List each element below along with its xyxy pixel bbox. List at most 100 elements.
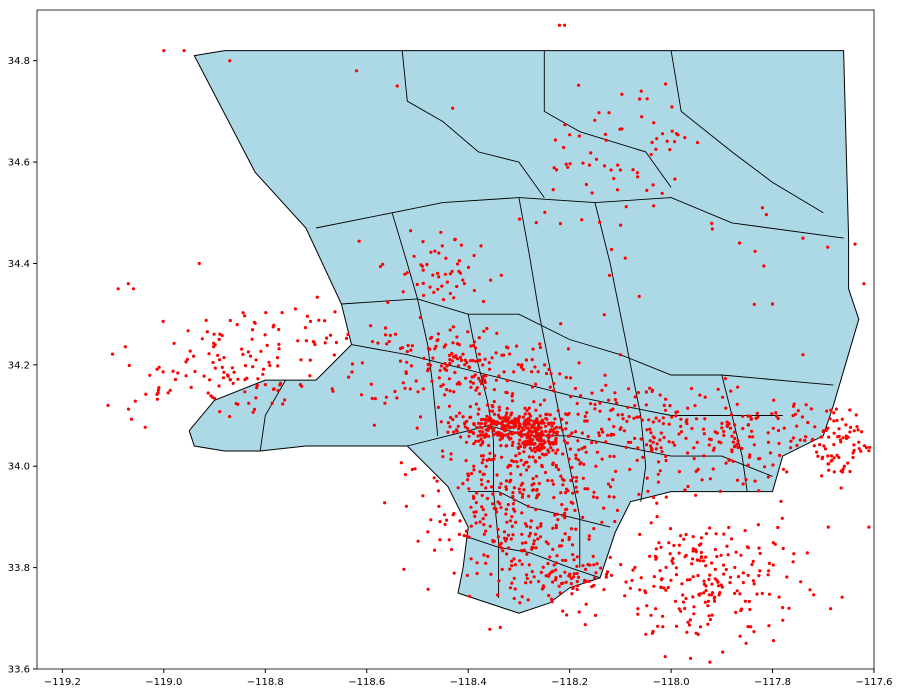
data-point xyxy=(534,474,539,478)
data-point xyxy=(426,587,430,591)
data-point xyxy=(534,221,538,225)
data-point xyxy=(598,409,602,413)
data-point xyxy=(652,575,657,579)
data-point xyxy=(443,362,447,366)
data-point xyxy=(484,464,488,469)
data-point xyxy=(557,584,561,588)
data-point xyxy=(713,430,717,434)
data-point xyxy=(590,191,594,195)
data-point xyxy=(590,441,594,445)
data-point xyxy=(533,442,537,446)
data-point xyxy=(627,415,631,419)
data-point xyxy=(148,373,152,377)
data-point xyxy=(815,450,819,454)
data-point xyxy=(557,468,561,472)
data-point xyxy=(535,488,539,492)
data-point xyxy=(841,436,845,440)
data-point xyxy=(514,520,518,525)
data-point xyxy=(635,458,639,462)
data-point xyxy=(649,446,654,450)
data-point xyxy=(644,403,649,407)
data-point xyxy=(518,438,522,442)
data-point xyxy=(689,386,694,391)
data-point xyxy=(552,389,556,393)
data-point xyxy=(818,443,822,447)
data-point xyxy=(762,264,766,268)
data-point xyxy=(608,454,612,458)
data-point xyxy=(832,443,836,447)
data-point xyxy=(168,388,172,392)
data-point xyxy=(551,442,556,446)
data-point xyxy=(643,589,647,593)
data-point xyxy=(452,390,456,394)
data-point xyxy=(385,342,389,346)
data-point xyxy=(681,593,685,597)
data-point xyxy=(837,427,841,431)
data-point xyxy=(586,562,590,567)
data-point xyxy=(509,413,513,417)
data-point xyxy=(510,394,514,398)
data-point xyxy=(566,165,570,169)
data-point xyxy=(527,455,532,459)
data-point xyxy=(664,397,668,401)
data-point xyxy=(633,404,637,408)
data-point xyxy=(574,485,578,489)
data-point xyxy=(494,423,499,427)
data-point xyxy=(523,422,527,426)
data-point xyxy=(443,522,447,527)
data-point xyxy=(626,440,631,444)
data-point xyxy=(616,413,620,417)
data-point xyxy=(649,152,653,157)
data-point xyxy=(573,430,578,434)
data-point xyxy=(554,451,558,455)
data-point xyxy=(823,447,828,451)
data-point xyxy=(576,412,580,416)
data-point xyxy=(188,349,192,353)
data-point xyxy=(508,437,512,441)
data-point xyxy=(594,440,598,444)
data-point xyxy=(402,567,406,571)
data-point xyxy=(688,618,693,622)
data-point xyxy=(554,523,558,528)
data-point xyxy=(655,137,659,141)
data-point xyxy=(698,559,702,563)
data-point xyxy=(526,504,530,508)
data-point xyxy=(454,414,458,418)
data-point xyxy=(789,446,793,450)
data-point xyxy=(655,442,659,446)
data-point xyxy=(703,395,707,399)
data-point xyxy=(574,456,578,460)
data-point xyxy=(779,499,783,503)
data-point xyxy=(427,347,431,351)
data-point xyxy=(166,391,170,395)
data-point xyxy=(656,624,660,628)
data-point xyxy=(561,513,565,517)
data-point xyxy=(496,535,500,539)
data-point xyxy=(691,575,695,579)
data-point xyxy=(581,564,585,568)
data-point xyxy=(344,336,349,340)
data-point xyxy=(574,453,578,457)
data-point xyxy=(680,582,684,586)
district-boundary xyxy=(467,314,500,598)
data-point xyxy=(509,478,513,482)
data-point xyxy=(571,553,575,557)
data-point xyxy=(447,404,451,408)
data-point xyxy=(644,390,649,394)
data-point xyxy=(686,406,690,410)
data-point xyxy=(501,423,505,428)
data-point xyxy=(735,478,740,482)
data-point xyxy=(461,278,465,282)
data-point xyxy=(821,429,825,433)
data-point xyxy=(251,410,255,414)
data-point xyxy=(856,428,860,432)
data-point xyxy=(488,416,492,420)
data-point xyxy=(789,439,793,443)
data-point xyxy=(360,361,364,365)
data-point xyxy=(751,435,755,439)
data-point xyxy=(418,315,422,320)
data-point xyxy=(541,565,545,569)
data-point xyxy=(721,395,725,399)
data-point xyxy=(677,432,681,436)
data-point xyxy=(766,573,770,577)
